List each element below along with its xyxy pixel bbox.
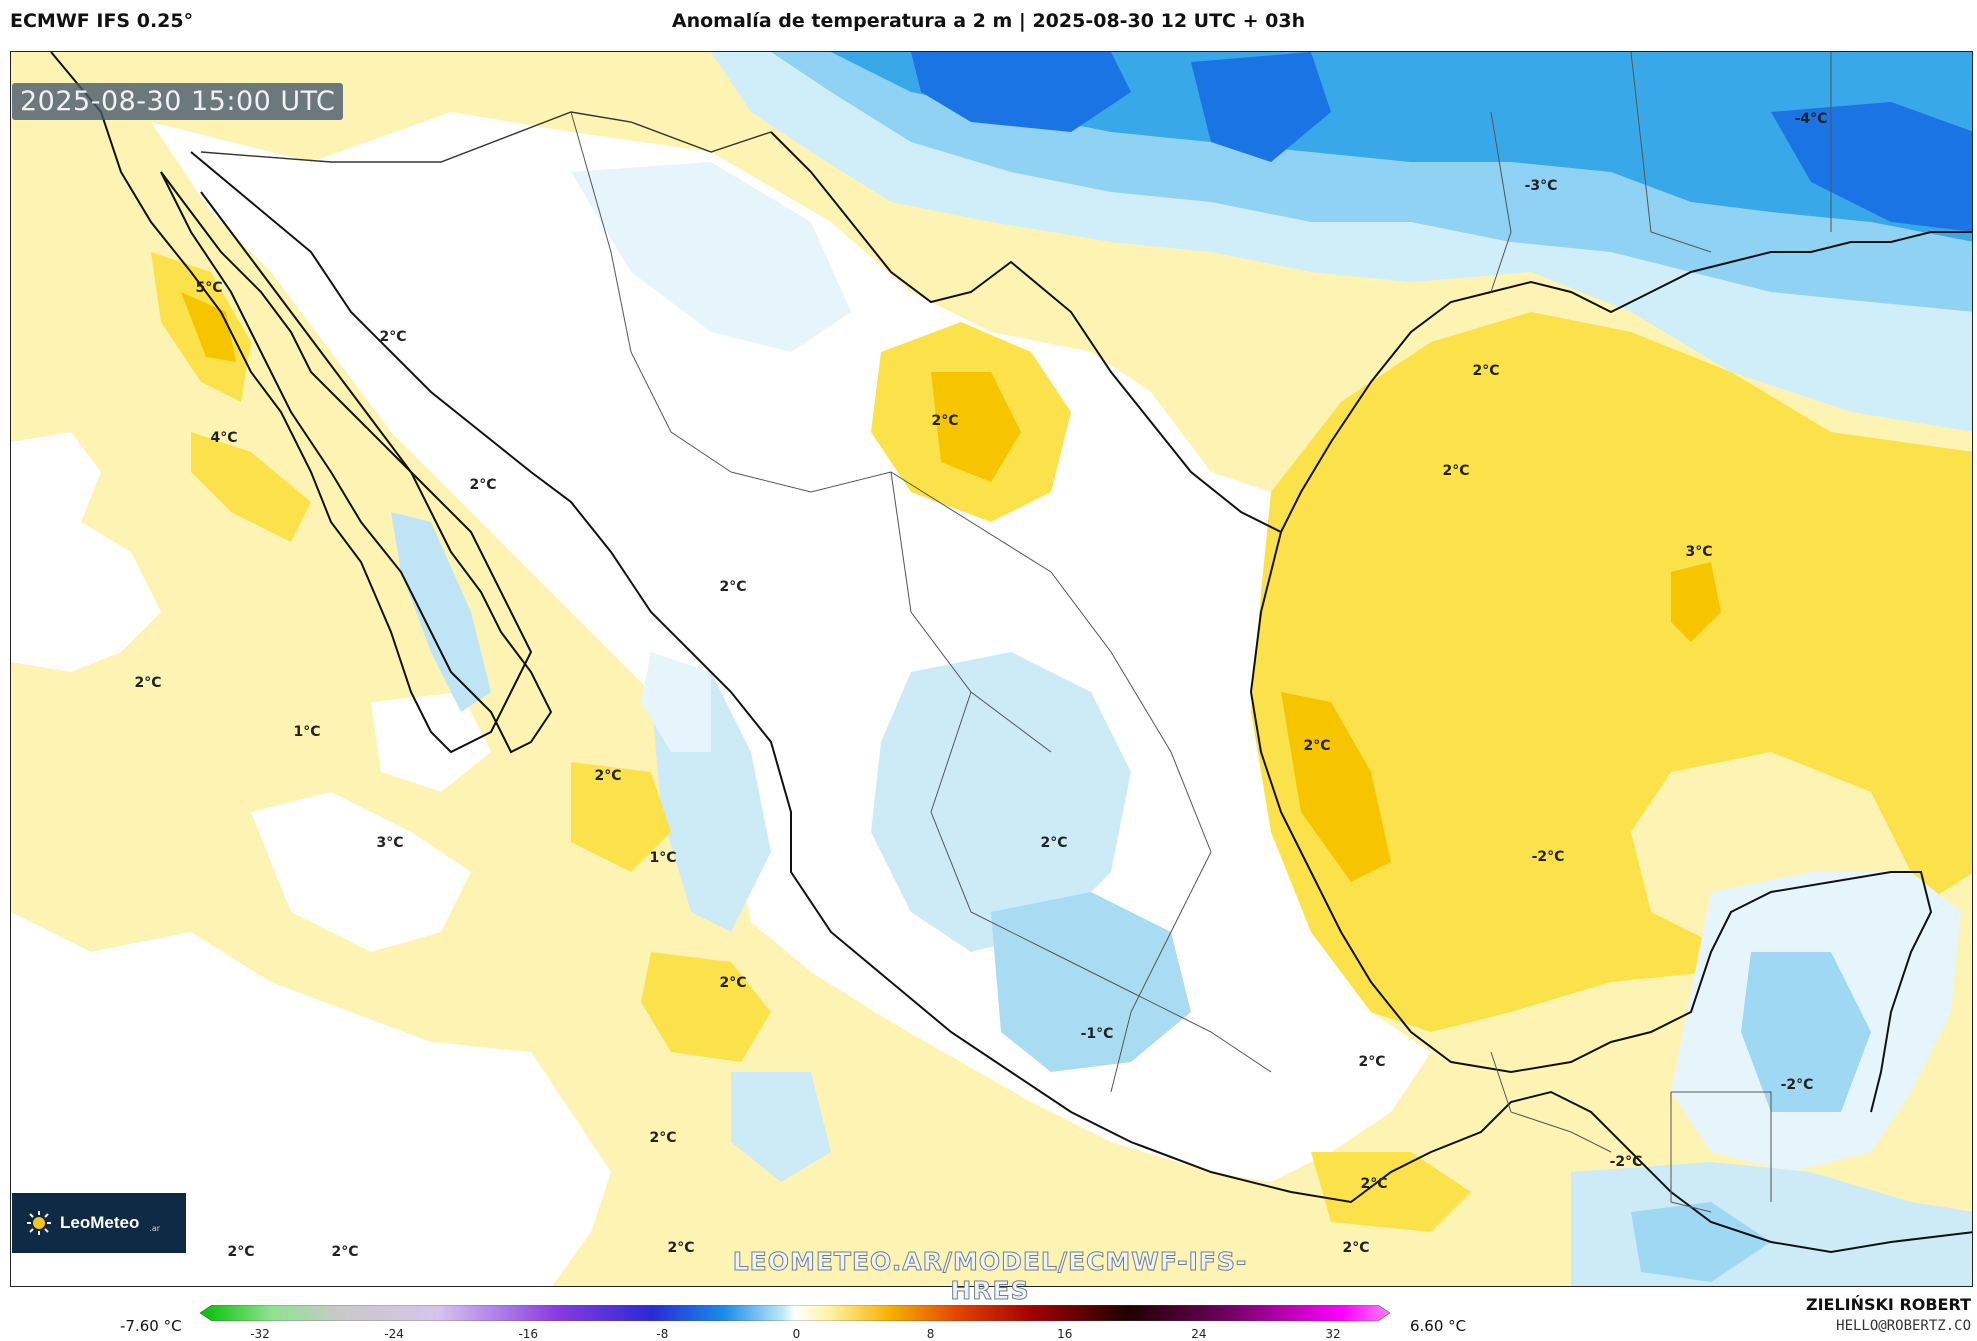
usa-cold-core-far-east bbox=[1771, 102, 1972, 232]
contour-label: 2°C bbox=[1442, 463, 1470, 479]
contour-label: -2°C bbox=[1780, 1077, 1814, 1093]
colorbar-tick-label: -32 bbox=[250, 1327, 270, 1341]
contour-label: 2°C bbox=[227, 1244, 255, 1260]
contour-label: 4°C bbox=[210, 430, 238, 446]
neutral-zone-pacific-west bbox=[11, 432, 161, 672]
colorbar-tick-label: 0 bbox=[792, 1327, 801, 1341]
model-label: ECMWF IFS 0.25° bbox=[10, 10, 194, 32]
central-america-cool-core bbox=[1631, 1202, 1771, 1282]
warm-patch-chihuahua-core bbox=[931, 372, 1021, 482]
warm-patch-nayarit bbox=[571, 762, 671, 872]
contour-label: -2°C bbox=[1531, 849, 1565, 865]
yucatan-cool-core bbox=[1741, 952, 1871, 1112]
colorbar-tick-label: 24 bbox=[1191, 1327, 1207, 1341]
contour-label: 2°C bbox=[667, 1240, 695, 1256]
warm-patch-oaxaca bbox=[1311, 1152, 1471, 1232]
neutral-zone-pacific-south bbox=[11, 912, 611, 1286]
chart-title: Anomalía de temperatura a 2 m | 2025-08-… bbox=[671, 10, 1306, 32]
neutral-zone-pacific-mid bbox=[371, 692, 491, 792]
contour-label: 2°C bbox=[331, 1244, 359, 1260]
neutral-zone-pacific-center bbox=[251, 792, 471, 952]
colorbar-tick-label: 32 bbox=[1325, 1327, 1341, 1341]
colorbar-tick-label: -16 bbox=[518, 1327, 539, 1341]
contour-label: 3°C bbox=[1685, 544, 1713, 560]
contour-label: 2°C bbox=[1358, 1054, 1386, 1070]
contour-label: 5°C bbox=[195, 280, 223, 296]
contour-label: 2°C bbox=[1360, 1176, 1388, 1192]
contour-label: 3°C bbox=[376, 835, 404, 851]
contour-label: 1°C bbox=[649, 850, 677, 866]
contour-label: -3°C bbox=[1524, 178, 1558, 194]
pacific-cool-patch bbox=[641, 652, 711, 752]
colorbar-tick-label: 16 bbox=[1057, 1327, 1073, 1341]
colorbar bbox=[200, 1305, 1390, 1321]
cool-patch-baja bbox=[391, 512, 491, 712]
contour-label: 2°C bbox=[1303, 738, 1331, 754]
contour-label: 2°C bbox=[379, 329, 407, 345]
pacific-cool-patch-south bbox=[731, 1072, 831, 1182]
gulf-warm-core-east bbox=[1671, 562, 1721, 642]
logo-text: LeoMeteo bbox=[60, 1213, 140, 1232]
coastline-gulf bbox=[770, 131, 1972, 1113]
colorbar-max-label: 6.60 °C bbox=[1410, 1317, 1467, 1335]
contour-label: 2°C bbox=[931, 413, 959, 429]
cool-patch-central bbox=[871, 652, 1131, 952]
temperature-anomaly-map[interactable]: -4°C -3°C 5°C 2°C 4°C 2°C 2°C 2°C 2°C 2°C 3°C 2°C 1°… bbox=[10, 51, 1973, 1287]
usa-cold-core bbox=[911, 52, 1131, 132]
contour-label: 2°C bbox=[134, 675, 162, 691]
colorbar-tick-label: -24 bbox=[384, 1327, 404, 1341]
logo-suffix: .ar bbox=[149, 1224, 161, 1233]
leometeo-logo[interactable]: LeoMeteo .ar bbox=[12, 1193, 186, 1253]
map-canvas bbox=[11, 52, 1972, 1286]
contour-label: 1°C bbox=[293, 724, 321, 740]
contour-label: -2°C bbox=[1609, 1154, 1643, 1170]
cool-patch-north-mexico bbox=[571, 162, 851, 352]
warm-patch-pacific-coast bbox=[641, 952, 771, 1062]
gulf-warm-core-west bbox=[1281, 692, 1391, 882]
coastline-mexico-pacific bbox=[50, 52, 1972, 1254]
contour-label: 2°C bbox=[469, 477, 497, 493]
contour-label: 2°C bbox=[594, 768, 622, 784]
contour-label: 2°C bbox=[1472, 363, 1500, 379]
contour-label: 2°C bbox=[719, 975, 747, 991]
contour-label: 2°C bbox=[649, 1130, 677, 1146]
contour-label: -4°C bbox=[1794, 111, 1828, 127]
state-borders bbox=[570, 52, 1832, 1213]
contour-label: -1°C bbox=[1080, 1026, 1114, 1042]
author-credit: ZIELIŃSKI ROBERT bbox=[1805, 1295, 1971, 1314]
contour-label: 2°C bbox=[1342, 1240, 1370, 1256]
colorbar-min-label: -7.60 °C bbox=[120, 1317, 182, 1335]
contour-label: 2°C bbox=[719, 579, 747, 595]
warm-patch-sonora-core bbox=[181, 292, 236, 362]
author-email: HELLO@ROBERTZ.CO bbox=[1836, 1318, 1971, 1334]
warm-patch-baja-gulf bbox=[191, 432, 311, 542]
colorbar-tick-label: -8 bbox=[656, 1327, 669, 1341]
sun-icon bbox=[27, 1211, 51, 1235]
coastline-baja bbox=[160, 171, 553, 754]
colorbar-tick-label: 8 bbox=[926, 1327, 935, 1341]
source-url-watermark: LEOMETEO.AR/MODEL/ECMWF-IFS-HRES bbox=[732, 1247, 1248, 1306]
usa-cold-core-east bbox=[1191, 52, 1331, 162]
contour-label: 2°C bbox=[1040, 835, 1068, 851]
cool-patch-south bbox=[991, 892, 1191, 1072]
valid-time-badge: 2025-08-30 15:00 UTC bbox=[12, 83, 344, 120]
